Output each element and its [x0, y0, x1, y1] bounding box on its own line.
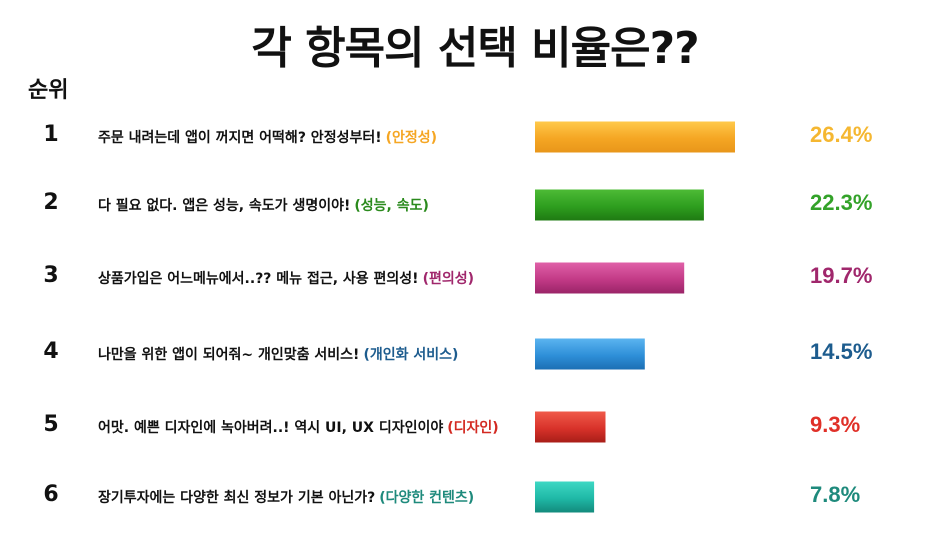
- item-text: 상품가입은 어느메뉴에서..?? 메뉴 접근, 사용 편의성!: [98, 271, 419, 287]
- item-description: 나만을 위한 앱이 되어줘~ 개인맞춤 서비스! (개인화 서비스): [98, 344, 458, 364]
- percent-label: 9.3%: [810, 412, 861, 437]
- bar: [535, 262, 685, 294]
- percent-label: 7.8%: [810, 482, 861, 507]
- bar: [535, 411, 606, 443]
- item-description: 어맛. 예쁜 디자인에 녹아버려..! 역시 UI, UX 디자인이야 (디자인): [98, 417, 499, 437]
- item-text: 나만을 위한 앱이 되어줘~ 개인맞춤 서비스!: [98, 347, 360, 363]
- bar: [535, 189, 704, 221]
- rank-number: 3: [43, 263, 59, 288]
- item-tag: (디자인): [447, 420, 499, 436]
- rank-number: 5: [43, 412, 59, 437]
- item-text: 어맛. 예쁜 디자인에 녹아버려..! 역시 UI, UX 디자인이야: [98, 420, 444, 436]
- rank-number: 2: [43, 190, 59, 215]
- rank-number: 6: [43, 482, 59, 507]
- rank-number: 4: [43, 339, 59, 364]
- item-description: 장기투자에는 다양한 최신 정보가 기본 아닌가? (다양한 컨텐츠): [98, 487, 474, 507]
- item-tag: (성능, 속도): [354, 198, 429, 214]
- item-text: 주문 내려는데 앱이 꺼지면 어떡해? 안정성부터!: [98, 130, 382, 146]
- rank-column-header: 순위: [28, 78, 69, 103]
- bar: [535, 121, 735, 153]
- bar: [535, 338, 645, 370]
- item-tag: (안정성): [385, 130, 438, 146]
- bar: [535, 481, 595, 513]
- item-tag: (다양한 컨텐츠): [379, 490, 475, 506]
- percent-label: 26.4%: [810, 122, 873, 147]
- item-text: 장기투자에는 다양한 최신 정보가 기본 아닌가?: [98, 490, 376, 506]
- item-tag: (편의성): [422, 271, 474, 287]
- item-description: 다 필요 없다. 앱은 성능, 속도가 생명이야! (성능, 속도): [98, 195, 429, 215]
- item-description: 상품가입은 어느메뉴에서..?? 메뉴 접근, 사용 편의성! (편의성): [98, 268, 474, 288]
- item-description: 주문 내려는데 앱이 꺼지면 어떡해? 안정성부터! (안정성): [98, 127, 437, 147]
- percent-label: 14.5%: [810, 339, 873, 364]
- item-tag: (개인화 서비스): [363, 347, 459, 363]
- percent-label: 22.3%: [810, 190, 873, 215]
- page-title: 각 항목의 선택 비율은??: [251, 23, 699, 74]
- item-text: 다 필요 없다. 앱은 성능, 속도가 생명이야!: [98, 198, 351, 214]
- percent-label: 19.7%: [810, 263, 873, 288]
- rank-number: 1: [43, 122, 59, 147]
